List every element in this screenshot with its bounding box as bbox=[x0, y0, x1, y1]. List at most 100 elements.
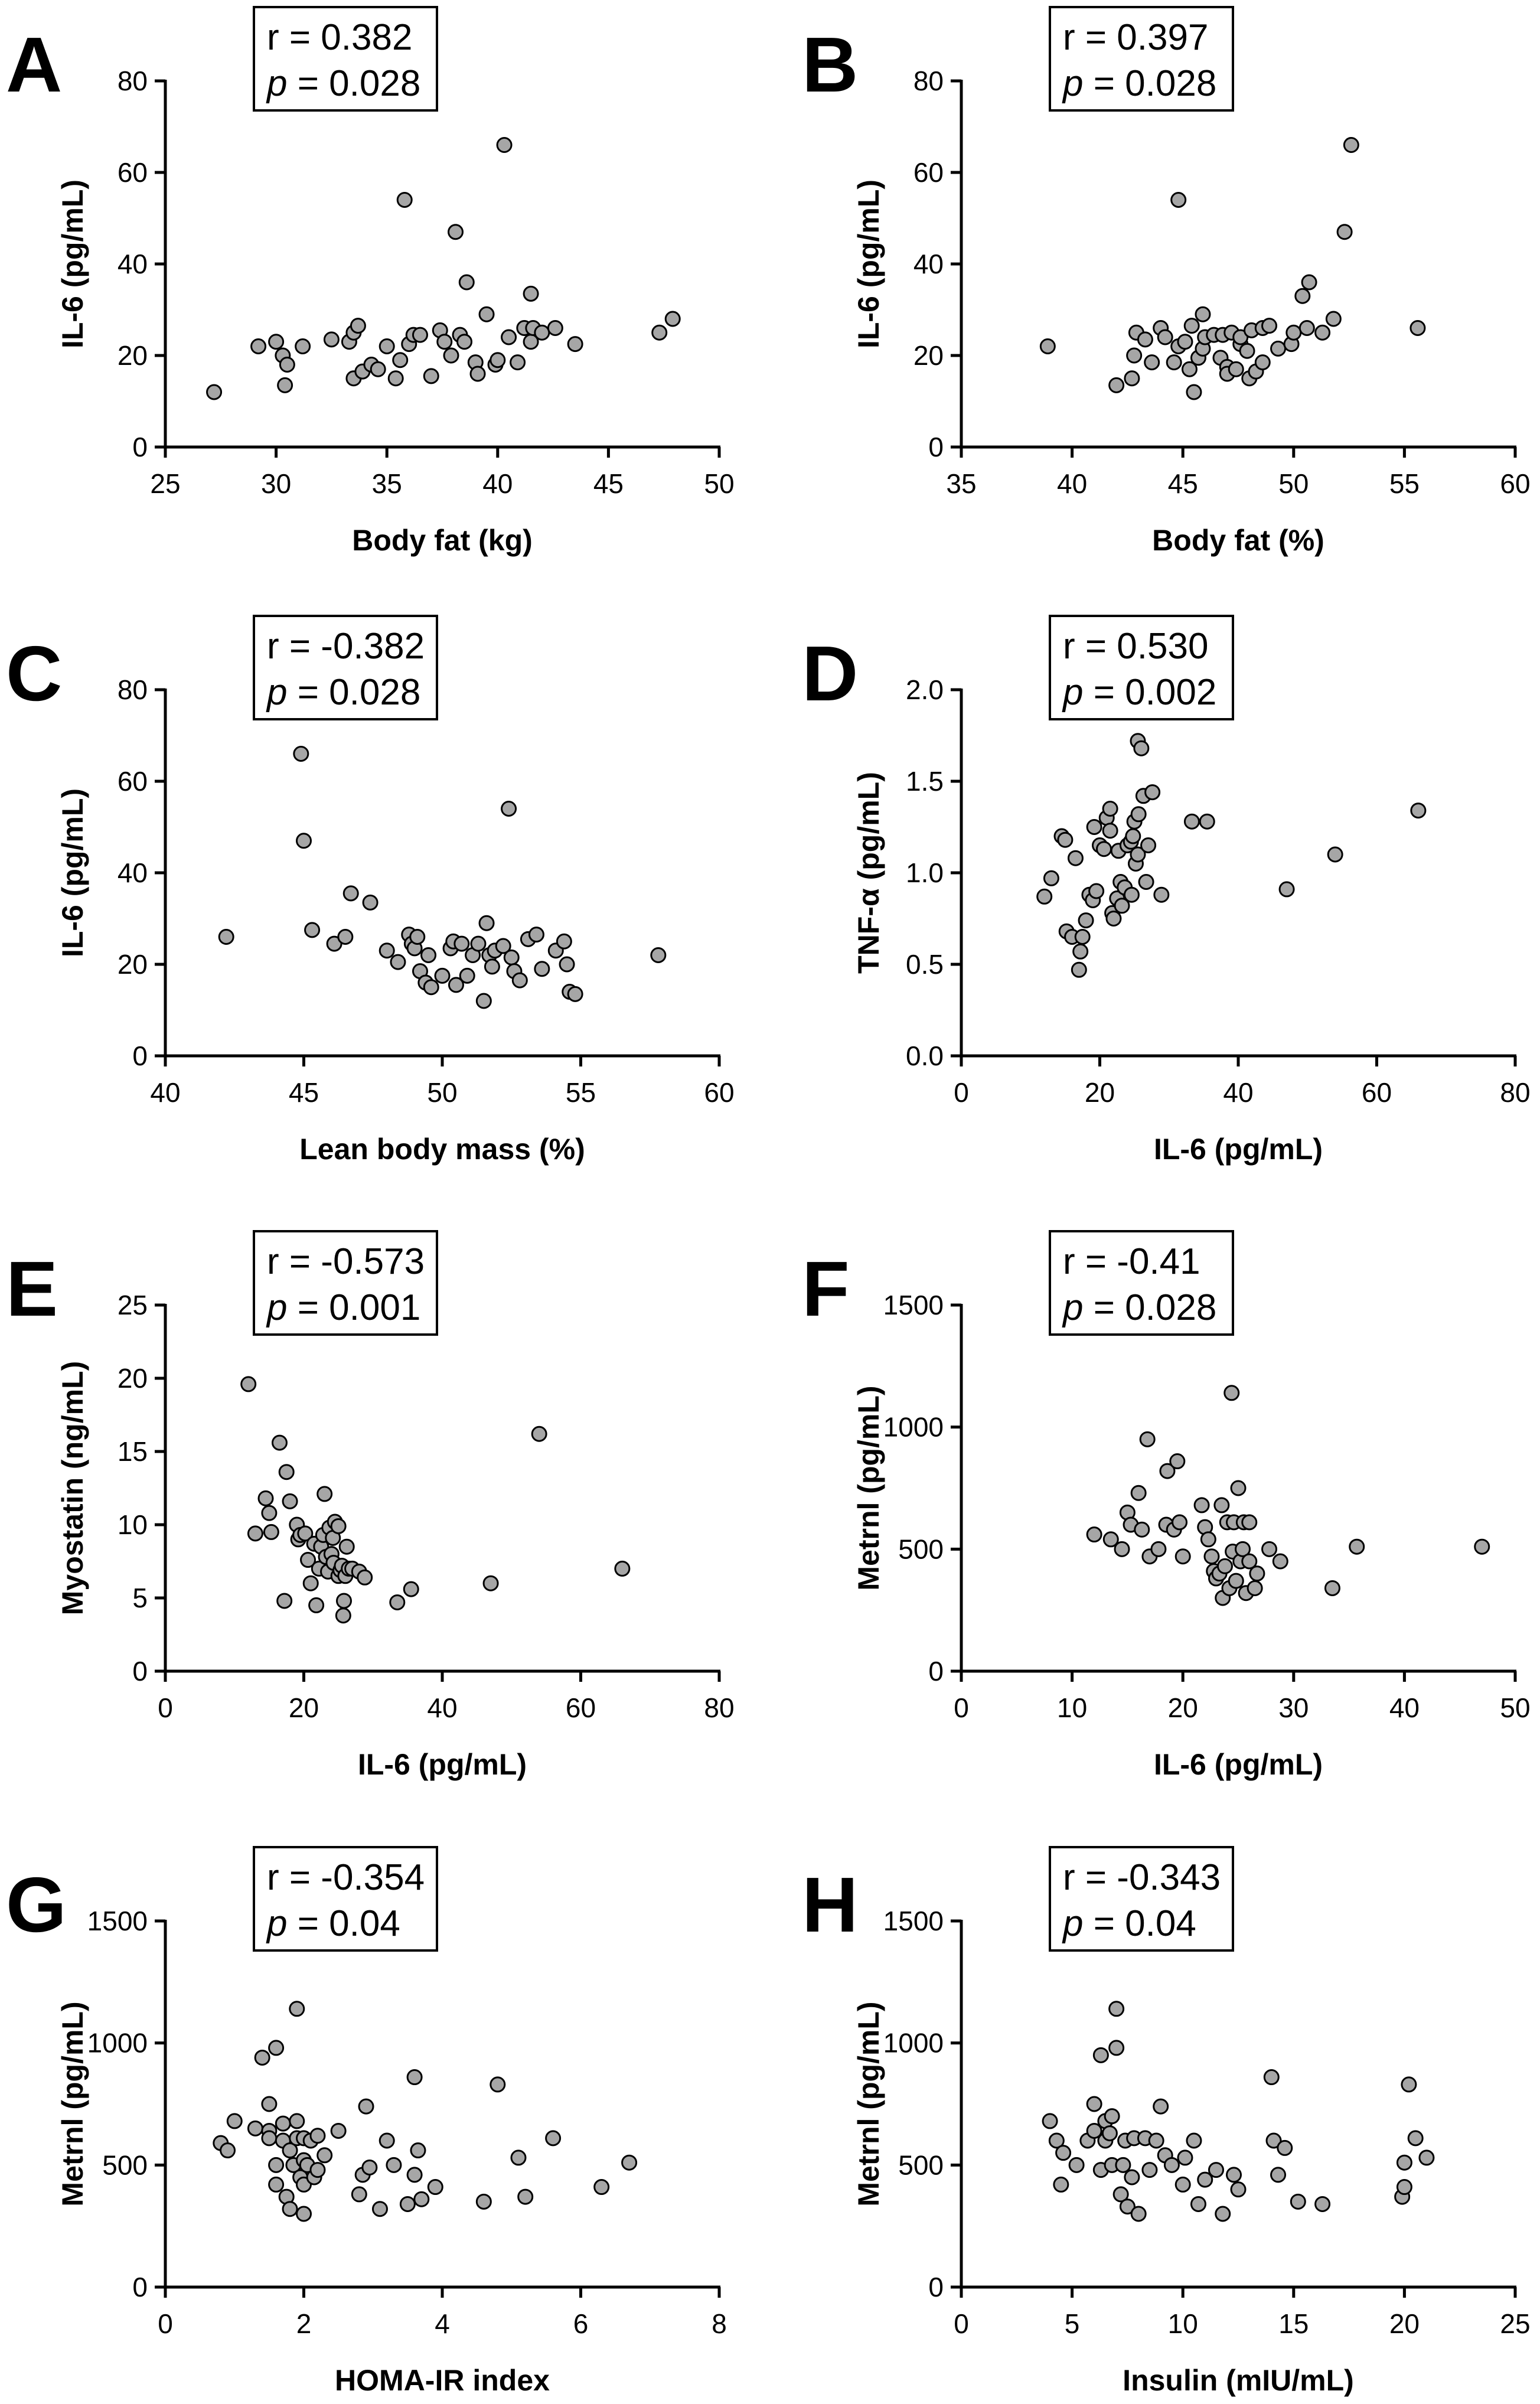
data-point bbox=[448, 977, 464, 993]
data-point bbox=[1410, 320, 1426, 336]
panel-letter: E bbox=[6, 1245, 58, 1332]
data-point bbox=[1294, 288, 1311, 304]
data-point bbox=[295, 338, 311, 354]
data-point bbox=[390, 954, 406, 970]
panel-G: G 0 500 1000 1500 0 2 4 6 8 HOMA-IR index Metrnl (p… bbox=[6, 1846, 727, 2397]
data-point bbox=[279, 357, 295, 373]
y-tick-label: 40 bbox=[118, 857, 148, 888]
data-point bbox=[1150, 1541, 1167, 1557]
data-point bbox=[1148, 2132, 1164, 2149]
r-value: r = 0.530 bbox=[1063, 626, 1208, 667]
data-point bbox=[559, 956, 575, 973]
data-point bbox=[1141, 2162, 1158, 2178]
data-point bbox=[336, 1593, 353, 1609]
x-tick-label: 15 bbox=[1278, 2308, 1309, 2339]
data-point bbox=[1074, 929, 1091, 945]
data-point bbox=[523, 285, 539, 302]
y-tick-label: 60 bbox=[913, 157, 944, 188]
x-tick-label: 30 bbox=[261, 468, 291, 499]
p-symbol: p bbox=[1062, 1903, 1083, 1944]
x-axis-title: IL-6 (pg/mL) bbox=[1154, 1133, 1323, 1166]
data-point bbox=[271, 1434, 288, 1451]
data-point bbox=[1134, 1521, 1150, 1538]
data-point bbox=[650, 947, 667, 963]
data-point bbox=[664, 311, 681, 327]
data-point bbox=[379, 2132, 395, 2149]
r-value: r = -0.573 bbox=[267, 1241, 425, 1282]
data-point bbox=[1153, 886, 1170, 903]
data-point bbox=[1474, 1538, 1490, 1555]
data-point bbox=[293, 746, 309, 762]
x-tick-label: 0 bbox=[158, 2308, 173, 2339]
data-point bbox=[1314, 324, 1331, 341]
y-tick-label: 25 bbox=[118, 1290, 148, 1320]
r-value: r = -0.382 bbox=[267, 626, 425, 667]
data-point bbox=[510, 2149, 527, 2166]
x-tick-label: 30 bbox=[1278, 1692, 1309, 1723]
panel-letter: A bbox=[6, 21, 62, 108]
y-tick-label: 60 bbox=[118, 157, 148, 188]
y-tick-label: 1000 bbox=[883, 1412, 944, 1443]
y-tick-label: 80 bbox=[118, 66, 148, 96]
data-point bbox=[351, 2186, 367, 2203]
data-point bbox=[1159, 1463, 1176, 1479]
data-point bbox=[458, 274, 475, 291]
panel-letter: C bbox=[6, 630, 62, 717]
p-value: p = 0.04 bbox=[1062, 1903, 1196, 1944]
data-point bbox=[1039, 338, 1056, 354]
y-tick-label: 20 bbox=[913, 340, 944, 371]
data-point bbox=[1102, 801, 1118, 817]
data-point bbox=[1193, 1497, 1210, 1513]
data-point bbox=[1101, 2125, 1118, 2142]
data-point bbox=[1261, 1541, 1278, 1557]
p-symbol: p bbox=[266, 1287, 287, 1328]
data-point bbox=[1108, 2001, 1125, 2017]
data-point bbox=[1249, 1565, 1265, 1582]
data-point bbox=[1186, 384, 1202, 400]
y-axis-title: IL-6 (pg/mL) bbox=[852, 180, 885, 348]
data-point bbox=[399, 2196, 416, 2212]
x-tick-label: 55 bbox=[566, 1077, 596, 1108]
y-axis-title: Myostatin (ng/mL) bbox=[56, 1361, 89, 1616]
data-point bbox=[1092, 2047, 1109, 2063]
data-point bbox=[308, 1597, 325, 1613]
x-tick-label: 20 bbox=[1085, 1077, 1115, 1108]
data-point bbox=[257, 1490, 274, 1506]
data-point bbox=[276, 1593, 293, 1609]
data-point bbox=[357, 1569, 373, 1586]
data-point bbox=[1177, 2149, 1193, 2166]
data-point bbox=[475, 2193, 492, 2210]
x-axis-title: IL-6 (pg/mL) bbox=[358, 1748, 527, 1781]
p-number: = 0.028 bbox=[1083, 1287, 1216, 1328]
stats-box bbox=[1049, 1846, 1234, 1952]
data-point bbox=[362, 894, 379, 911]
data-point bbox=[1130, 846, 1146, 863]
data-point bbox=[1169, 1453, 1186, 1470]
panel-letter: B bbox=[802, 21, 858, 108]
data-point bbox=[448, 224, 464, 240]
x-tick-label: 55 bbox=[1389, 468, 1420, 499]
p-symbol: p bbox=[1062, 1287, 1083, 1328]
data-point bbox=[1199, 813, 1215, 830]
data-point bbox=[1277, 2139, 1293, 2156]
data-point bbox=[1265, 2132, 1282, 2149]
data-point bbox=[1130, 1485, 1147, 1501]
data-point bbox=[247, 2120, 263, 2136]
data-point bbox=[1138, 874, 1154, 890]
data-point bbox=[1239, 343, 1255, 359]
y-tick-label: 0 bbox=[132, 1040, 148, 1071]
data-point bbox=[503, 949, 520, 965]
data-point bbox=[379, 942, 395, 959]
y-axis-title: Metrnl (pg/mL) bbox=[56, 2001, 89, 2206]
data-point bbox=[250, 338, 267, 354]
p-number: = 0.002 bbox=[1083, 672, 1216, 713]
data-point bbox=[456, 334, 473, 350]
data-point bbox=[1057, 831, 1074, 848]
data-point bbox=[1195, 306, 1211, 322]
data-point bbox=[1126, 347, 1143, 364]
x-tick-label: 40 bbox=[150, 1077, 180, 1108]
data-point bbox=[1036, 888, 1053, 905]
y-tick-label: 0.5 bbox=[906, 949, 944, 980]
panel-H: H 0 500 1000 1500 0 5 10 15 20 25 Insulin (mIU/mL) M… bbox=[802, 1846, 1531, 2397]
data-point bbox=[1349, 1538, 1365, 1555]
